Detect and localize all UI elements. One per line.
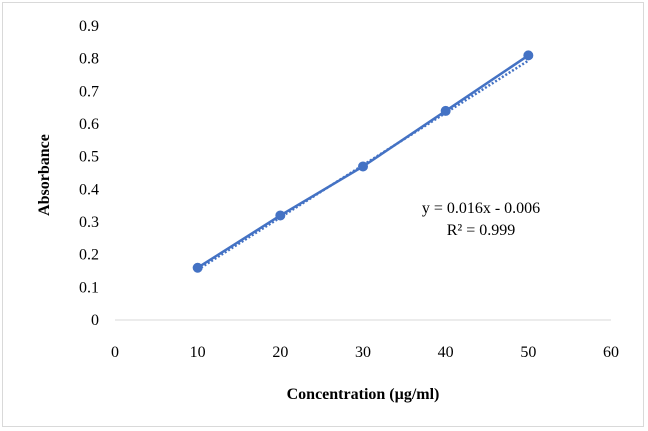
x-tick-label: 40 xyxy=(438,344,454,361)
y-tick-label: 0.1 xyxy=(79,279,99,296)
data-point xyxy=(440,105,451,116)
trendline-layer xyxy=(196,59,530,271)
x-axis-title: Concentration (µg/ml) xyxy=(287,386,440,403)
x-tick-label: 20 xyxy=(272,344,288,361)
data-point xyxy=(275,210,286,221)
points-layer xyxy=(192,50,534,273)
r-squared-label: R² = 0.999 xyxy=(447,222,516,239)
x-tick-label: 60 xyxy=(603,344,619,361)
data-point xyxy=(523,50,534,61)
data-point xyxy=(358,161,368,172)
y-tick-label: 0.3 xyxy=(79,214,99,231)
x-tick-label: 30 xyxy=(355,344,371,361)
x-tick-label: 50 xyxy=(520,344,536,361)
y-axis-title: Absorbance xyxy=(36,134,53,216)
y-tick-label: 0.4 xyxy=(79,181,99,198)
ticks-layer: 0 10 20 30 40 50 60 0 0.1 0.2 0.3 0.4 0.5 0.6 0.7 0.8 0.… xyxy=(79,18,619,361)
chart-frame: 0 10 20 30 40 50 60 0 0.1 0.2 0.3 0.4 0.5 0.6 0.7 0.8 0.… xyxy=(2,2,644,427)
y-tick-label: 0.7 xyxy=(79,83,99,100)
y-tick-label: 0.6 xyxy=(79,116,99,133)
y-tick-label: 0.9 xyxy=(79,18,99,35)
chart-svg: 0 10 20 30 40 50 60 0 0.1 0.2 0.3 0.4 0.5 0.6 0.7 0.8 0.… xyxy=(36,18,619,403)
y-tick-label: 0 xyxy=(91,312,99,329)
y-tick-label: 0.8 xyxy=(79,51,99,68)
equation-label: y = 0.016x - 0.006 xyxy=(422,200,540,217)
data-point xyxy=(192,262,203,273)
y-tick-label: 0.5 xyxy=(79,149,99,166)
x-tick-label: 10 xyxy=(190,344,206,361)
y-tick-label: 0.2 xyxy=(79,247,99,264)
x-tick-label: 0 xyxy=(111,344,119,361)
trendline xyxy=(196,59,530,271)
